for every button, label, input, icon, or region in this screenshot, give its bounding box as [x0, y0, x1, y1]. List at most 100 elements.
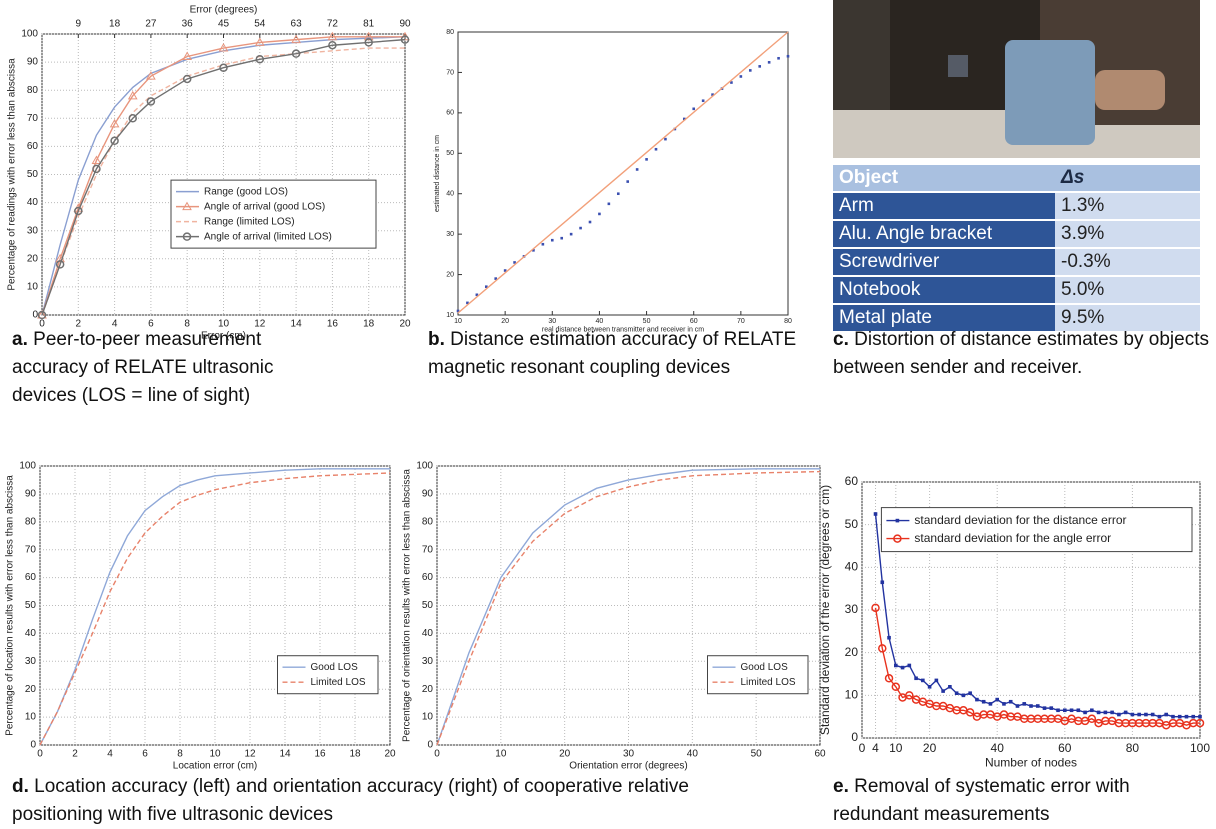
caption: d. Location accuracy (left) and orientat…: [12, 773, 772, 829]
x-tick-label: 0: [859, 741, 866, 755]
marker: [219, 63, 228, 72]
marker: [456, 309, 460, 313]
marker: [961, 693, 966, 698]
y-tick-label: 80: [422, 516, 434, 527]
y-tick-label: 20: [25, 684, 37, 695]
y-axis-title: Percentage of location results with erro…: [5, 475, 16, 736]
y-tick-label: 40: [27, 197, 39, 208]
x-tick-label: 30: [548, 318, 556, 325]
marker: [900, 665, 905, 670]
marker: [579, 226, 582, 230]
x-tick-label: 16: [314, 749, 326, 760]
x-tick-label: 20: [559, 749, 571, 760]
legend-label: Angle of arrival (good LOS): [204, 201, 325, 212]
marker: [767, 61, 771, 64]
marker: [692, 107, 696, 111]
y-tick-label: 10: [845, 688, 859, 702]
marker: [891, 682, 901, 692]
x-tick-label: 40: [596, 318, 604, 325]
y-tick-label: 10: [25, 712, 37, 723]
x-axis-title: Error (cm): [201, 331, 246, 342]
y-tick-label: 70: [25, 544, 37, 555]
x-tick-label: 18: [349, 749, 361, 760]
x-tick-label: 4: [107, 749, 113, 760]
legend-label: Angle of arrival (limited LOS): [204, 231, 332, 242]
y-tick-label: 30: [25, 656, 37, 667]
marker: [1177, 714, 1182, 719]
marker: [905, 691, 914, 700]
y-tick-label: 0: [32, 310, 38, 321]
x-tick-label: 10: [889, 741, 903, 755]
x-tick-label: 0: [434, 749, 440, 760]
marker: [894, 663, 898, 668]
marker: [1042, 706, 1047, 710]
series-line: [436, 468, 820, 746]
x2-tick-label: 90: [399, 19, 411, 30]
y-tick-label: 80: [446, 29, 454, 36]
x-tick-label: 100: [1190, 741, 1210, 755]
marker: [182, 74, 192, 84]
y-tick-label: 100: [416, 461, 433, 472]
x-tick-label: 8: [177, 749, 183, 760]
x-tick-label: 18: [363, 319, 375, 330]
marker: [466, 301, 469, 305]
marker: [1144, 712, 1148, 717]
marker: [1171, 714, 1175, 719]
x2-tick-label: 63: [291, 19, 303, 30]
y-tick-label: 40: [422, 628, 434, 639]
marker: [711, 93, 714, 96]
y-tick-label: 80: [25, 516, 37, 527]
y-tick-label: 50: [446, 150, 454, 157]
marker: [664, 137, 667, 141]
marker: [513, 261, 516, 264]
legend: [880, 507, 1193, 553]
marker: [1198, 714, 1202, 719]
table: Object Δs Arm 1.3% Alu. Angle bracket 3.9% …: [833, 163, 1200, 333]
x-axis-title: Number of nodes: [985, 755, 1077, 769]
x-tick-label: 60: [1058, 741, 1072, 755]
marker: [941, 689, 945, 693]
x-tick-label: 16: [327, 319, 339, 330]
x-tick-label: 2: [72, 749, 78, 760]
marker: [1103, 710, 1108, 715]
marker: [1069, 708, 1074, 713]
x-tick-label: 0: [37, 749, 43, 760]
series-line: [39, 472, 391, 746]
marker: [254, 37, 265, 46]
legend-label: standard deviation for the distance erro…: [914, 513, 1126, 527]
marker: [880, 580, 885, 585]
marker: [777, 56, 780, 60]
series-line: [41, 36, 405, 316]
x-tick-label: 10: [209, 749, 221, 760]
y-tick-label: 60: [446, 110, 454, 117]
marker: [146, 97, 156, 106]
marker: [182, 232, 192, 241]
marker: [1096, 710, 1101, 715]
x-tick-label: 10: [454, 318, 462, 325]
marker: [730, 81, 733, 84]
y-axis-title: Standard deviation of the error (degrees…: [818, 485, 832, 735]
caption-label: b.: [428, 329, 445, 350]
marker: [503, 269, 507, 272]
marker: [363, 31, 374, 41]
y-tick-label: 30: [27, 225, 39, 236]
x-tick-label: 60: [814, 749, 826, 760]
marker: [569, 232, 573, 236]
legend-label: standard deviation for the angle error: [914, 531, 1111, 545]
y-tick-label: 60: [27, 141, 39, 152]
marker: [55, 260, 65, 269]
table-cell: 1.3%: [1055, 193, 1200, 219]
marker: [927, 685, 932, 689]
x-tick-label: 40: [687, 749, 699, 760]
x-tick-label: 80: [1126, 741, 1140, 755]
marker: [1090, 708, 1094, 713]
legend-label: Limited LOS: [311, 677, 366, 688]
marker: [74, 206, 83, 216]
y-tick-label: 10: [422, 712, 434, 723]
legend-label: Good LOS: [741, 662, 789, 673]
table-cell: 9.5%: [1055, 305, 1200, 331]
marker: [1029, 704, 1033, 708]
y-tick-label: 30: [845, 602, 859, 616]
marker: [1076, 708, 1081, 713]
